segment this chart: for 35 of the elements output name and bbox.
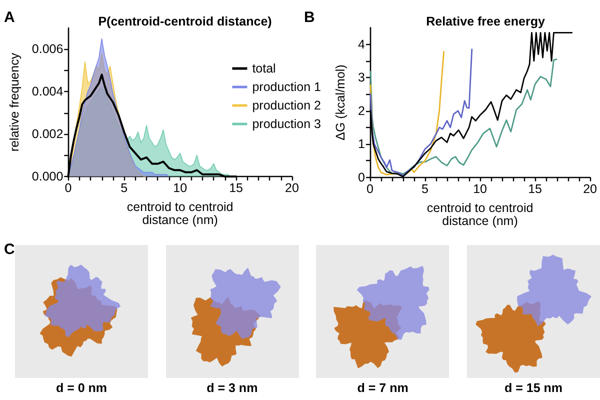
text: d = 15 nm bbox=[503, 381, 564, 395]
chart-title: Relative free energy bbox=[426, 14, 545, 28]
chart-title: P(centroid-centroid distance) bbox=[98, 14, 272, 28]
text: B bbox=[304, 9, 315, 26]
y-tick-label: 0.002 bbox=[32, 127, 64, 142]
x-tick-label: 0 bbox=[64, 181, 72, 195]
y-axis-title: ΔG (kcal/mol) bbox=[334, 64, 348, 140]
text: d = 3 nm bbox=[206, 381, 259, 395]
y-tick-label: 1 bbox=[358, 137, 366, 152]
x-tick-label: 15 bbox=[528, 182, 542, 196]
x-tick-label: 15 bbox=[229, 181, 244, 195]
x-tick-label: 10 bbox=[473, 182, 488, 196]
legend-label: production 1 bbox=[252, 80, 322, 94]
y-tick-label: 2 bbox=[358, 104, 366, 118]
y-tick-label: 0 bbox=[358, 170, 366, 184]
text: d = 0 nm bbox=[54, 381, 108, 395]
x-axis-title: centroid to centroid distance (nm) bbox=[126, 200, 234, 227]
legend-label: total bbox=[252, 62, 276, 76]
text: C bbox=[4, 241, 15, 258]
x-tick-label: 20 bbox=[583, 182, 598, 196]
y-tick-label: 4 bbox=[358, 37, 366, 52]
y-tick-label: 0.004 bbox=[32, 84, 64, 99]
y-tick-label: 0.000 bbox=[32, 170, 64, 184]
text: A bbox=[4, 9, 15, 26]
y-tick-label: 0.006 bbox=[32, 42, 64, 56]
text: d = 7 nm bbox=[356, 381, 410, 395]
legend-label: production 3 bbox=[252, 117, 322, 131]
y-axis-title: relative frequency bbox=[8, 52, 22, 152]
x-tick-label: 20 bbox=[285, 181, 299, 195]
x-tick-label: 5 bbox=[422, 182, 429, 196]
y-tick-label: 3 bbox=[358, 70, 366, 85]
x-axis-title: centroid to centroid distance (nm) bbox=[426, 200, 534, 228]
x-tick-label: 10 bbox=[173, 181, 188, 195]
x-tick-label: 5 bbox=[120, 181, 128, 195]
legend-label: production 2 bbox=[252, 98, 322, 112]
